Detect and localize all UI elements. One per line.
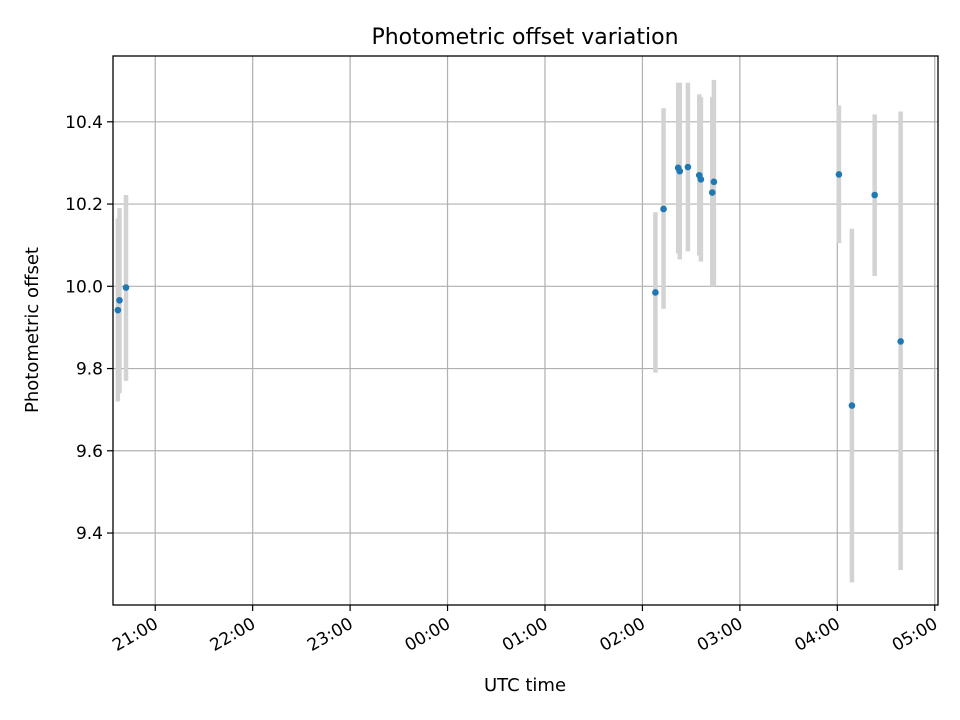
- data-point: [848, 402, 856, 409]
- y-axis-ticks: 9.4 9.6 9.8 10.0 10.2 10.4: [65, 113, 113, 544]
- data-point: [116, 296, 123, 304]
- data-point: [122, 284, 130, 291]
- data-point: [684, 163, 692, 171]
- y-axis-label: Photometric offset: [22, 247, 43, 413]
- data-point: [660, 205, 667, 213]
- data-point: [708, 189, 716, 196]
- grid: [113, 56, 938, 605]
- y-tick-label: 9.8: [76, 360, 103, 380]
- y-tick-label: 9.6: [76, 442, 103, 462]
- data-point: [835, 171, 843, 178]
- data-point: [897, 338, 904, 345]
- y-tick-label: 10.4: [65, 113, 103, 133]
- x-axis-label: UTC time: [484, 675, 566, 696]
- data-point: [697, 176, 705, 183]
- data-point: [114, 306, 122, 314]
- y-tick-label: 10.0: [65, 277, 103, 297]
- data-point: [676, 167, 684, 175]
- chart-title: Photometric offset variation: [371, 25, 678, 50]
- data-point: [652, 289, 659, 296]
- data-point: [871, 191, 878, 199]
- data-points: [114, 163, 904, 409]
- y-tick-label: 10.2: [65, 195, 103, 215]
- plot-frame: [112, 55, 939, 606]
- data-point: [710, 178, 718, 186]
- y-tick-label: 9.4: [76, 524, 103, 544]
